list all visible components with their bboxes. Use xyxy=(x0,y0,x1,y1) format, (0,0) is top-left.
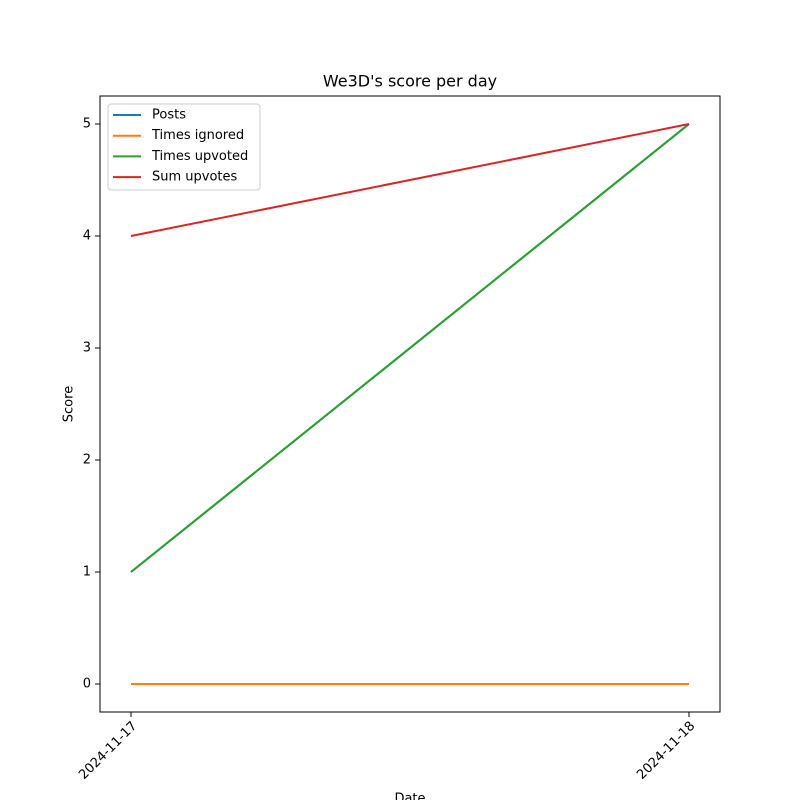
legend: Posts Times ignored Times upvoted Sum upvot… xyxy=(107,103,261,191)
legend-label: Times upvoted xyxy=(151,149,248,164)
chart-title: We3D's score per day xyxy=(323,72,497,91)
x-axis-label: Date xyxy=(394,792,425,800)
y-tick-label: 3 xyxy=(83,341,91,356)
y-tick-label: 1 xyxy=(83,565,91,580)
line-series xyxy=(130,123,690,573)
y-tick-label: 0 xyxy=(83,677,91,692)
y-tick-label: 5 xyxy=(83,117,91,132)
legend-label: Sum upvotes xyxy=(152,170,238,185)
legend-label: Times ignored xyxy=(151,128,244,143)
plot-frame xyxy=(99,95,721,713)
y-axis-label: Score xyxy=(62,386,77,422)
line-series xyxy=(130,123,690,237)
y-tick-label: 4 xyxy=(83,229,91,244)
y-tick-label: 2 xyxy=(83,453,91,468)
legend-label: Posts xyxy=(152,108,186,123)
legend-box xyxy=(107,103,261,191)
